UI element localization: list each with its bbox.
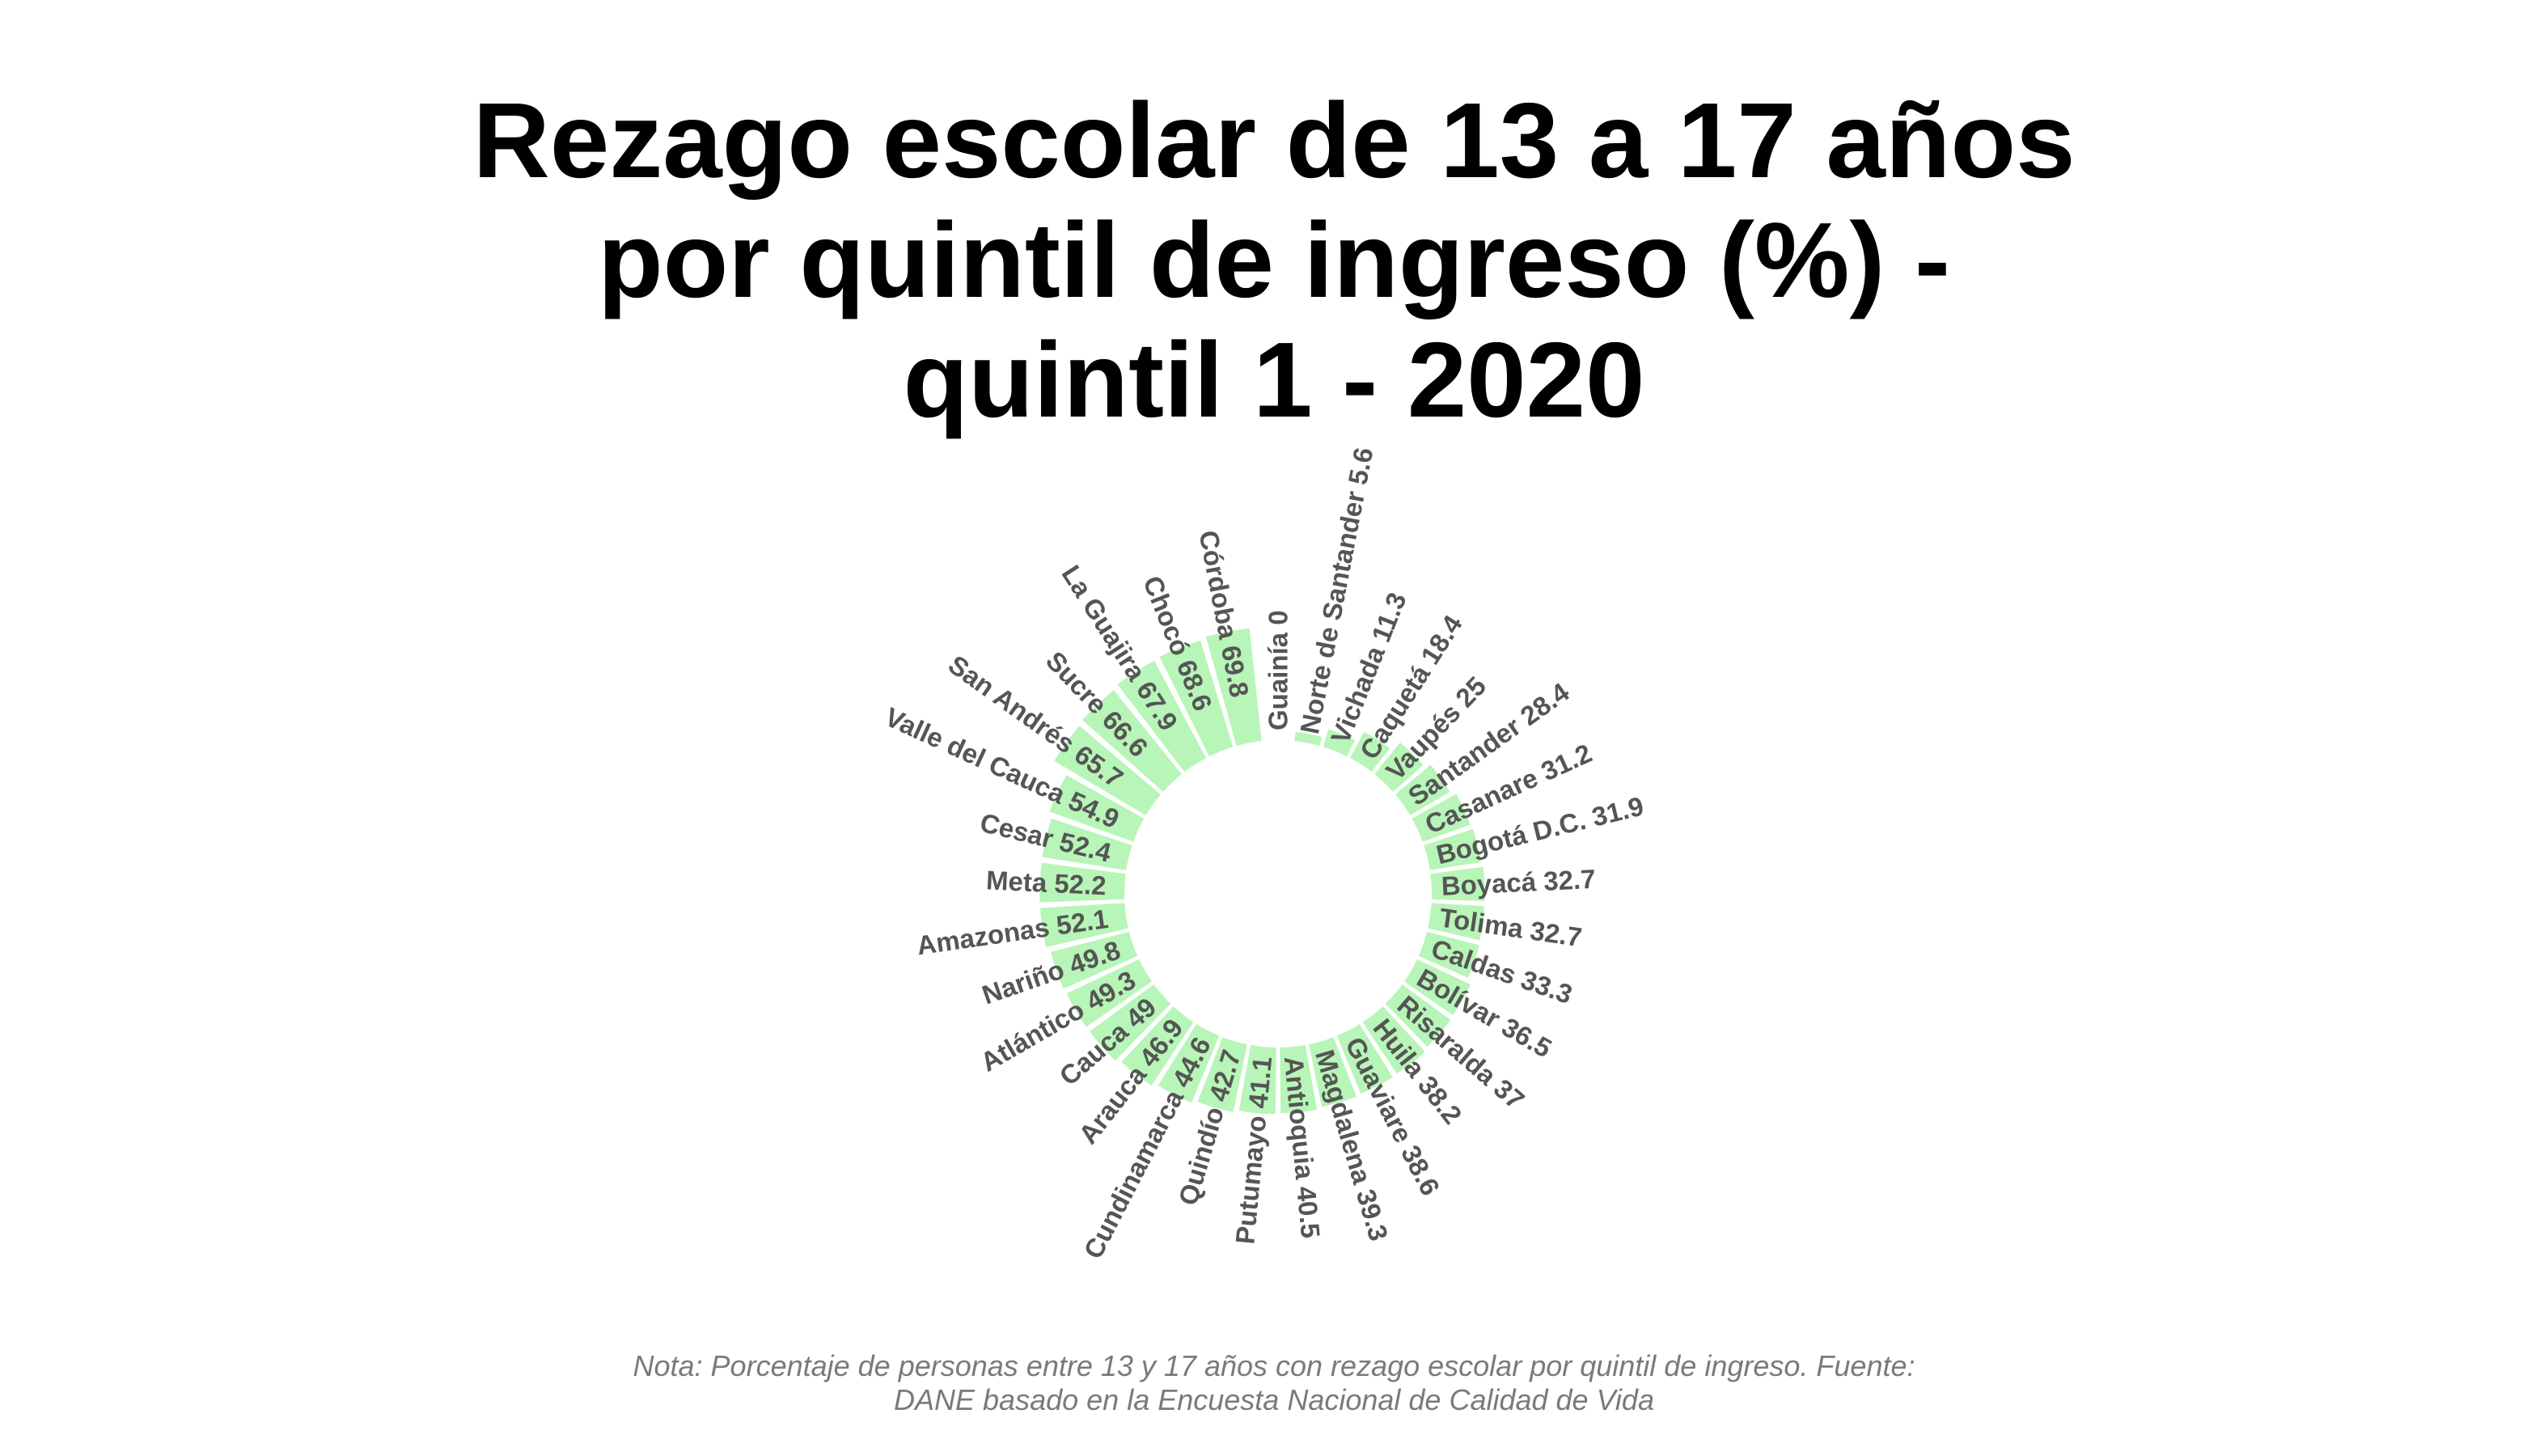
bar-cordoba [1205,628,1262,747]
chart-title-line-1: Rezago escolar de 13 a 17 años [472,81,2076,200]
bar-valle-del-cauca [1049,775,1145,842]
bar-caqueta [1350,731,1390,772]
bar-boyaca [1430,866,1485,902]
bar-bogota-d-c [1424,828,1481,870]
bar-guaviare [1336,1024,1393,1094]
bar-bolivar [1404,959,1471,1016]
chart-title-line-2: por quintil de ingreso (%) - [598,201,1950,320]
chart-caption-line-2: DANE basado en la Encuesta Nacional de C… [894,1383,1654,1416]
bar-risaralda [1385,984,1451,1048]
bar-huila [1362,1006,1425,1074]
chart-caption-line-1: Nota: Porcentaje de personas entre 13 y … [633,1349,1915,1382]
bar-amazonas [1040,903,1128,947]
bar-choco [1159,640,1234,757]
bar-cauca [1090,984,1171,1061]
bar-narino [1051,932,1138,989]
bar-sucre [1082,690,1182,792]
bar-label-guainia: Guainía 0 [1263,610,1293,730]
bar-meta [1039,862,1126,903]
bar-label-meta: Meta 52.2 [985,865,1107,900]
bar-cesar [1042,818,1132,870]
bar-tolima [1428,903,1485,941]
bar-casanare [1412,794,1471,842]
bar-atlantico [1066,959,1152,1027]
bar-la-guajira [1117,660,1206,772]
bar-putumayo [1238,1044,1276,1115]
bar-quindio [1197,1037,1247,1113]
bar-magdalena [1309,1037,1357,1107]
bars-layer [1039,628,1485,1115]
bar-vaupes [1374,743,1424,792]
chart-caption: Nota: Porcentaje de personas entre 13 y … [0,1349,2548,1417]
chart-title: Rezago escolar de 13 a 17 años por quint… [0,81,2548,440]
bar-santander [1395,764,1450,816]
bar-label-boyaca: Boyacá 32.7 [1441,864,1596,901]
bar-vichada [1323,729,1356,757]
bar-cundinamarca [1158,1024,1220,1103]
bar-antioquia [1280,1044,1318,1114]
bar-norte-de-santander [1294,731,1323,747]
bar-caldas [1418,932,1479,978]
bar-san-andres [1054,726,1161,816]
chart-title-line-3: quintil 1 - 2020 [903,320,1645,439]
bar-arauca [1121,1006,1194,1086]
